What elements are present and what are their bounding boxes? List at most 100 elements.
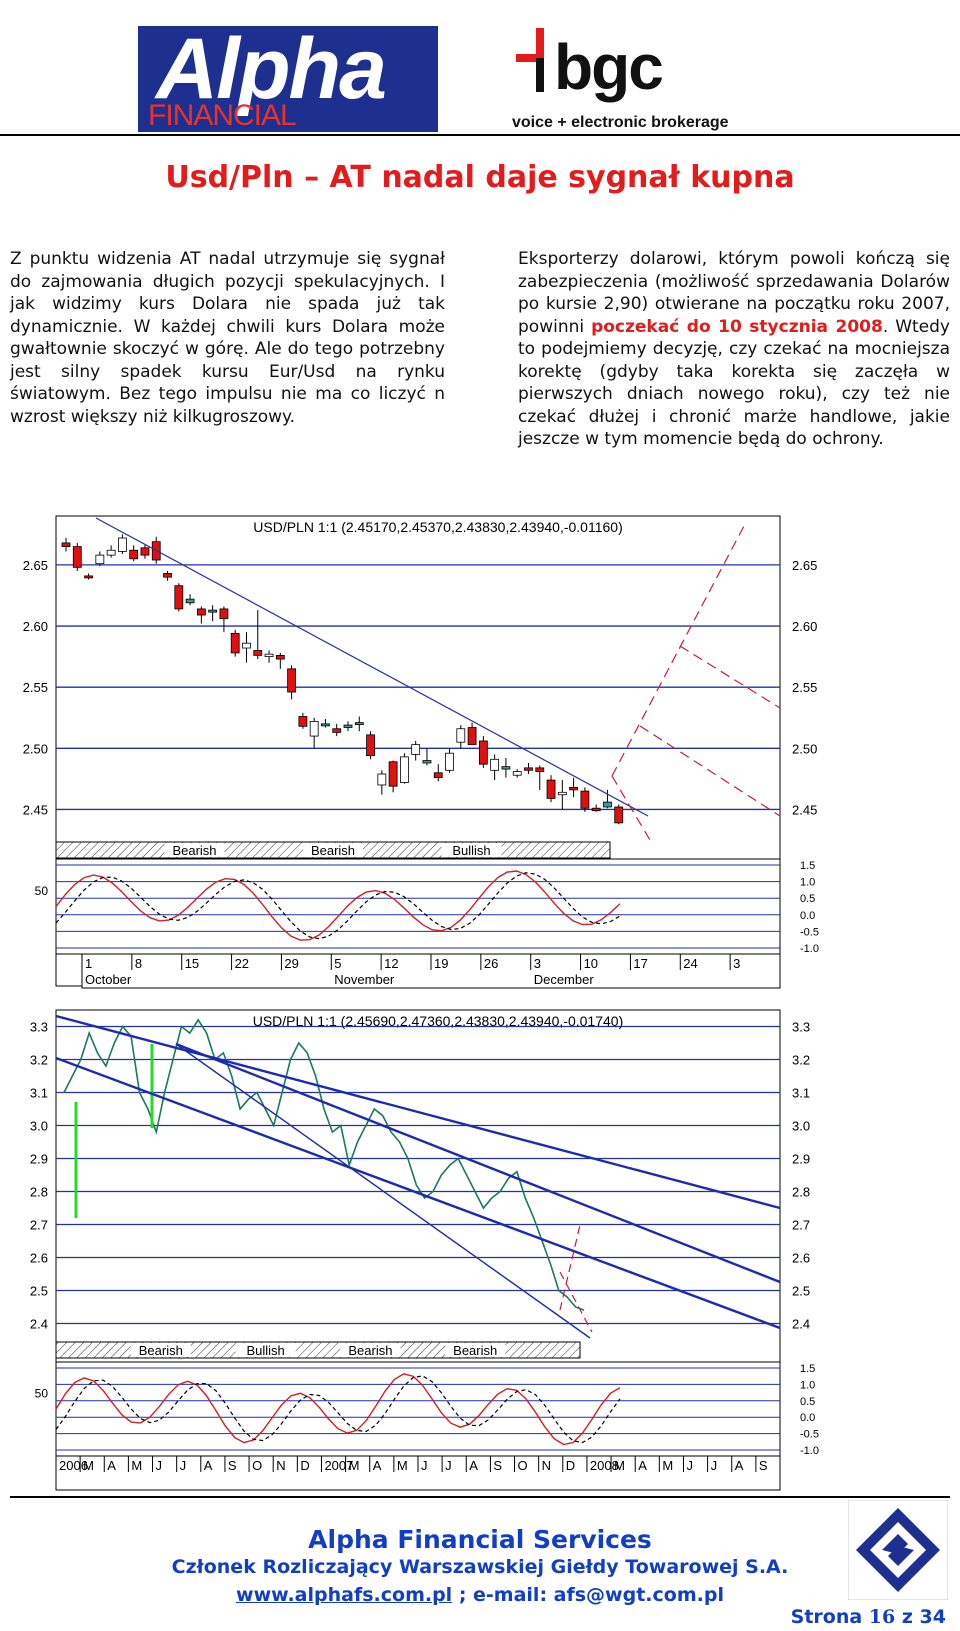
x-tick-label: O	[252, 1458, 262, 1473]
y-tick-right: 2.6	[792, 1251, 810, 1266]
longterm-usdpln-chart: USD/PLN 1:1 (2.45690,2.47360,2.43830,2.4…	[30, 1009, 819, 1491]
x-tick-label: J	[686, 1458, 693, 1473]
x-tick-label: M	[131, 1458, 142, 1473]
footer-company: Alpha Financial Services	[308, 1525, 652, 1554]
x-tick-label: 8	[135, 956, 142, 971]
y-tick-right: 3.3	[792, 1020, 810, 1035]
x-tick-label: A	[107, 1458, 116, 1473]
candle-body	[219, 608, 229, 620]
x-tick-label: 5	[334, 956, 341, 971]
signal-label: Bullish	[246, 1343, 284, 1358]
y-tick-left: 2.5	[30, 1284, 48, 1299]
y-tick-right: 2.60	[792, 619, 817, 634]
candle-body	[253, 650, 263, 656]
y-tick-right: 3.0	[792, 1119, 810, 1134]
y-tick-right: 2.55	[792, 680, 817, 695]
x-tick-label: 22	[235, 956, 249, 971]
candle-body	[411, 744, 421, 755]
candle-body	[72, 546, 82, 568]
y-tick-left: 2.7	[30, 1218, 48, 1233]
chart-title: USD/PLN 1:1 (2.45170,2.45370,2.43830,2.4…	[253, 519, 622, 535]
candle-body	[535, 767, 545, 772]
x-tick-label: J	[156, 1458, 163, 1473]
indicator-tick-right: 1.5	[800, 1363, 815, 1375]
indicator-panel	[55, 1361, 781, 1457]
candle-body	[298, 716, 308, 727]
x-tick-label: J	[421, 1458, 428, 1473]
page-title: Usd/Pln – AT nadal daje sygnał kupna	[165, 160, 795, 195]
y-tick-right: 2.9	[792, 1152, 810, 1167]
signal-label: Bearish	[139, 1343, 183, 1358]
candle-body	[478, 740, 488, 765]
projection-line	[559, 1224, 581, 1311]
candle-body	[580, 790, 590, 809]
candle-body	[343, 724, 353, 728]
x-tick-label: D	[300, 1458, 309, 1473]
alpha-financial-logo: Alpha FINANCIAL SERVICES	[138, 26, 438, 132]
x-tick-label: M	[83, 1458, 94, 1473]
candle-body	[591, 807, 601, 812]
indicator-tick-left: 50	[35, 1387, 49, 1401]
y-tick-left: 2.4	[30, 1317, 48, 1332]
candle-body	[264, 653, 274, 658]
candle-body	[603, 801, 612, 808]
indicator-tick-right: -0.5	[800, 1429, 819, 1441]
x-tick-label: A	[638, 1458, 647, 1473]
y-tick-left: 2.55	[23, 680, 48, 695]
oscillator-signal-line	[55, 872, 621, 940]
wgt-logo-icon	[848, 1500, 948, 1600]
x-tick-label: 2007	[324, 1458, 353, 1473]
x-tick-label: 17	[633, 956, 647, 971]
indicator-panel	[55, 858, 781, 955]
candle-body	[546, 779, 556, 799]
indicator-tick-right: -0.5	[800, 926, 819, 938]
candle-body	[208, 609, 218, 613]
oscillator-line	[55, 1373, 621, 1446]
x-tick-label: D	[566, 1458, 575, 1473]
signal-label: Bearish	[311, 843, 355, 858]
x-tick-label: 29	[284, 956, 298, 971]
right-text-part1: Eksporterzy dolarowi, którym powoli końc…	[518, 249, 950, 337]
x-tick-label: A	[469, 1458, 478, 1473]
candle-body	[84, 575, 93, 579]
y-tick-right: 3.1	[792, 1086, 810, 1101]
x-tick-label: 3	[534, 956, 541, 971]
bgc-logo: bgc voice + electronic brokerage	[512, 26, 737, 134]
candle-body	[196, 608, 206, 616]
y-tick-left: 3.0	[30, 1119, 48, 1134]
x-tick-label: O	[518, 1458, 528, 1473]
candle-body	[174, 585, 184, 610]
candle-body	[433, 772, 443, 779]
y-tick-right: 2.7	[792, 1218, 810, 1233]
website-link[interactable]: www.alphafs.com.pl	[236, 1584, 453, 1606]
x-tick-label: M	[614, 1458, 625, 1473]
highlight-date: poczekać do 10 stycznia 2008	[591, 316, 883, 337]
signal-label-bg	[303, 843, 363, 857]
x-tick-label: A	[735, 1458, 744, 1473]
y-tick-left: 3.2	[30, 1053, 48, 1068]
bgc-tagline: voice + electronic brokerage	[512, 114, 729, 131]
y-tick-left: 2.50	[23, 741, 48, 756]
projection-line	[639, 725, 781, 817]
x-tick-label: S	[493, 1458, 502, 1473]
projection-line	[611, 775, 651, 841]
y-tick-left: 2.9	[30, 1152, 48, 1167]
x-tick-label: 3	[733, 956, 740, 971]
candle-body	[354, 722, 364, 726]
x-tick-label: M	[349, 1458, 360, 1473]
candle-body	[287, 668, 297, 693]
candle-body	[230, 632, 240, 654]
x-tick-label: 26	[484, 956, 498, 971]
x-tick-label: M	[397, 1458, 408, 1473]
indicator-tick-right: 0.5	[800, 1396, 815, 1408]
signal-label-bg	[445, 1343, 506, 1357]
signal-label-bg	[340, 1343, 401, 1357]
indicator-tick-left: 50	[35, 884, 49, 898]
y-tick-right: 2.65	[792, 558, 817, 573]
signal-label: Bullish	[452, 843, 490, 858]
month-label: October	[85, 972, 132, 987]
indicator-tick-right: 1.0	[800, 877, 815, 889]
y-tick-left: 2.65	[23, 558, 48, 573]
y-tick-left: 3.3	[30, 1020, 48, 1035]
candle-body	[185, 598, 195, 604]
